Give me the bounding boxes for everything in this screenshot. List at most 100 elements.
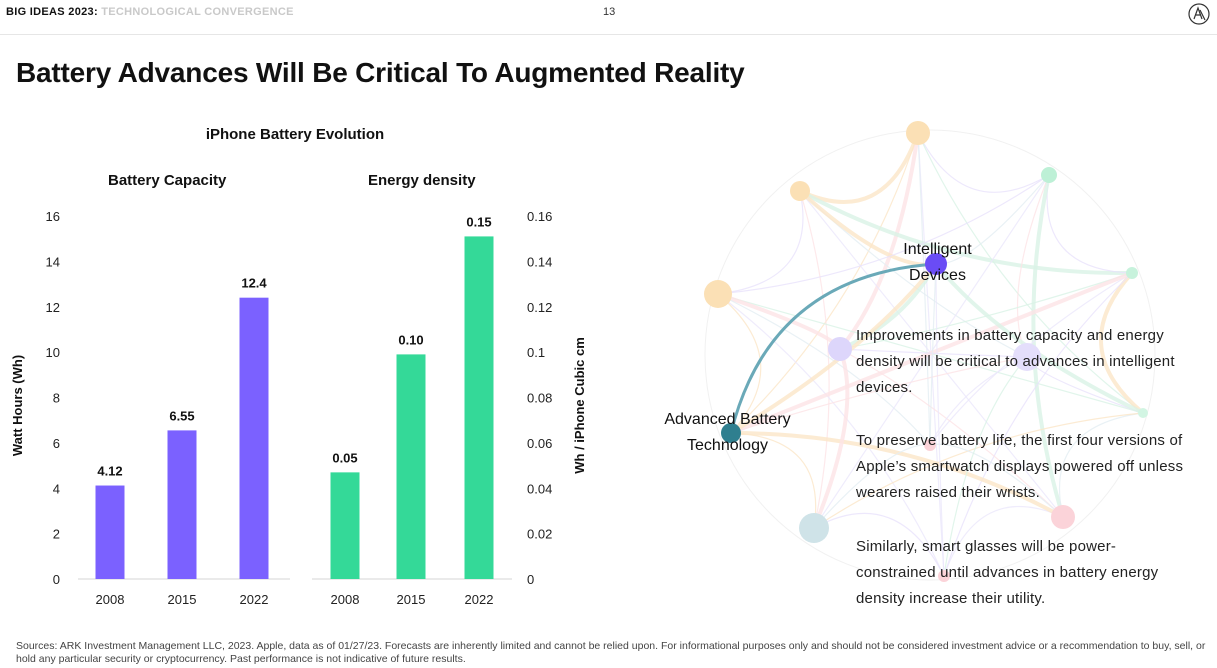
- capacity-bar-2008: [95, 485, 125, 579]
- network-arc: [717, 174, 1050, 295]
- network-node: [1013, 343, 1041, 371]
- capacity-ytick-label: 6: [53, 436, 60, 451]
- density-data-label-2008: 0.05: [332, 450, 357, 465]
- network-arc: [934, 262, 1144, 415]
- battery-capacity-title: Battery Capacity: [108, 172, 227, 189]
- network-arc: [943, 505, 1064, 577]
- capacity-ytick-label: 10: [46, 345, 60, 360]
- network-arc: [799, 190, 830, 529]
- capacity-bar-2015: [167, 430, 197, 579]
- network-node: [938, 570, 950, 582]
- capacity-x-tick-label: 2008: [96, 592, 125, 607]
- density-ytick-label: 0.02: [527, 527, 552, 542]
- network-arc: [917, 132, 1144, 414]
- network-node: [704, 280, 732, 308]
- node-label-intelligent-devices: Intelligent Devices: [875, 237, 1000, 289]
- network-node: [828, 337, 852, 361]
- network-arc: [839, 348, 1064, 518]
- capacity-data-label-2008: 4.12: [97, 464, 122, 479]
- node-label-advanced-battery: Advanced Battery Technology: [650, 407, 805, 459]
- network-node: [799, 513, 829, 543]
- network-arc: [1059, 412, 1144, 518]
- density-x-tick-label: 2022: [465, 592, 494, 607]
- network-arc: [813, 512, 945, 577]
- iphone-battery-chart: 0 2 4 6 8 10 12 14 16 Watt Hours (Wh) 4.12 2008 6.55…: [10, 209, 587, 607]
- capacity-x-tick-label: 2015: [168, 592, 197, 607]
- network-arc: [839, 272, 1133, 350]
- network-arc: [1099, 271, 1145, 415]
- sources-footnote: Sources: ARK Investment Management LLC, …: [16, 640, 1206, 665]
- network-arc: [935, 263, 945, 577]
- network-outer-ring: [704, 129, 1156, 581]
- capacity-data-label-2022: 12.4: [241, 276, 267, 291]
- density-bar-2015: [396, 354, 426, 579]
- page-number: 13: [603, 6, 616, 18]
- density-ytick-label: 0.14: [527, 254, 552, 269]
- network-arc: [717, 190, 804, 295]
- capacity-data-label-2015: 6.55: [169, 408, 194, 423]
- network-arc: [838, 132, 920, 351]
- network-arc: [730, 356, 1028, 434]
- energy-density-title: Energy density: [368, 172, 476, 189]
- network-arc: [917, 132, 1050, 193]
- network-node: [1138, 408, 1148, 418]
- capacity-ytick-label: 16: [46, 209, 60, 224]
- brand-line: BIG IDEAS 2023: TECHNOLOGICAL CONVERGENC…: [6, 6, 294, 18]
- network-arc: [730, 132, 919, 434]
- density-ytick-label: 0.08: [527, 391, 552, 406]
- capacity-bar-2022: [239, 297, 269, 579]
- density-bar-2022: [464, 236, 494, 579]
- density-ytick-label: 0.06: [527, 436, 552, 451]
- density-data-label-2015: 0.10: [398, 332, 423, 347]
- density-ytick-label: 0.16: [527, 209, 552, 224]
- network-arc: [813, 412, 1144, 529]
- density-x-tick-label: 2015: [397, 592, 426, 607]
- paragraph-2: To preserve battery life, the first four…: [856, 432, 1184, 501]
- density-ytick-label: 0: [527, 572, 534, 587]
- density-x-tick-label: 2008: [331, 592, 360, 607]
- brand-light: TECHNOLOGICAL CONVERGENCE: [101, 6, 294, 18]
- network-arc: [917, 132, 931, 446]
- ark-logo-icon: [1188, 3, 1210, 25]
- capacity-ytick-label: 2: [53, 527, 60, 542]
- advanced-battery-node: [721, 423, 741, 443]
- capacity-ytick-label: 8: [53, 391, 60, 406]
- network-arc: [799, 189, 1133, 276]
- capacity-x-tick-label: 2022: [240, 592, 269, 607]
- page-title: Battery Advances Will Be Critical To Aug…: [16, 57, 745, 88]
- capacity-ytick-label: 14: [46, 254, 60, 269]
- network-node: [790, 181, 810, 201]
- density-ytick-label: 0.04: [527, 481, 552, 496]
- network-node: [906, 121, 930, 145]
- density-bar-2008: [330, 472, 360, 579]
- network-arc: [929, 443, 1064, 518]
- network-arc: [812, 348, 850, 529]
- network-arc: [730, 431, 1064, 519]
- capacity-ytick-label: 12: [46, 300, 60, 315]
- network-arc: [799, 132, 920, 204]
- density-ytick-label: 0.12: [527, 300, 552, 315]
- network-arc: [717, 293, 931, 446]
- capacity-ytick-label: 0: [53, 572, 60, 587]
- network-arc: [929, 263, 937, 446]
- battery-to-devices-link: [729, 262, 937, 434]
- node-label-advanced-battery-text: Advanced Battery Technology: [664, 411, 791, 454]
- network-node: [924, 439, 936, 451]
- network-arc: [730, 432, 817, 529]
- density-data-label-2022: 0.15: [466, 214, 491, 229]
- network-arc: [943, 356, 1028, 577]
- capacity-y-axis-label: Watt Hours (Wh): [10, 355, 25, 456]
- network-arc: [943, 272, 1133, 577]
- chart-heading: iPhone Battery Evolution: [205, 126, 385, 143]
- network-arc: [813, 444, 931, 529]
- network-arc: [929, 356, 1028, 446]
- network-node: [1126, 267, 1138, 279]
- network-arc: [717, 292, 842, 351]
- brand-bold: BIG IDEAS 2023:: [6, 6, 98, 18]
- capacity-ytick-label: 4: [53, 481, 60, 496]
- header-bar: BIG IDEAS 2023: TECHNOLOGICAL CONVERGENC…: [0, 0, 1217, 35]
- density-y-axis-label: Wh / iPhone Cubic cm: [572, 337, 587, 474]
- node-label-intelligent-devices-text: Intelligent Devices: [903, 241, 972, 284]
- network-arc: [717, 293, 945, 577]
- network-arc: [1046, 174, 1133, 274]
